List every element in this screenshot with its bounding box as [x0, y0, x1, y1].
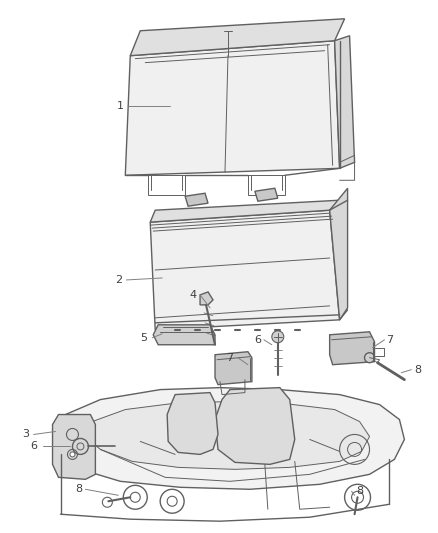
Text: 8: 8: [414, 365, 421, 375]
Polygon shape: [335, 36, 355, 168]
Polygon shape: [255, 188, 278, 201]
Polygon shape: [125, 41, 339, 175]
Circle shape: [364, 353, 374, 362]
Text: 2: 2: [115, 275, 122, 285]
Text: 3: 3: [22, 430, 29, 440]
Text: 8: 8: [356, 486, 363, 496]
Polygon shape: [167, 393, 218, 455]
Text: 5: 5: [140, 333, 147, 343]
Polygon shape: [215, 352, 252, 385]
Polygon shape: [130, 19, 345, 55]
Polygon shape: [59, 387, 404, 489]
Text: 6: 6: [254, 335, 261, 345]
Polygon shape: [185, 193, 208, 206]
Polygon shape: [153, 325, 215, 345]
Polygon shape: [150, 200, 339, 222]
Polygon shape: [330, 188, 348, 320]
Circle shape: [272, 331, 284, 343]
Polygon shape: [85, 401, 370, 470]
Polygon shape: [330, 332, 374, 365]
Polygon shape: [53, 415, 95, 479]
Text: 4: 4: [190, 290, 197, 300]
Text: 8: 8: [75, 484, 82, 494]
Polygon shape: [215, 387, 295, 464]
Circle shape: [70, 452, 75, 457]
Text: 1: 1: [117, 101, 124, 110]
Polygon shape: [150, 210, 339, 330]
Text: 7: 7: [226, 353, 233, 363]
Text: 6: 6: [30, 441, 37, 451]
Polygon shape: [200, 292, 213, 305]
Text: 7: 7: [386, 335, 393, 345]
